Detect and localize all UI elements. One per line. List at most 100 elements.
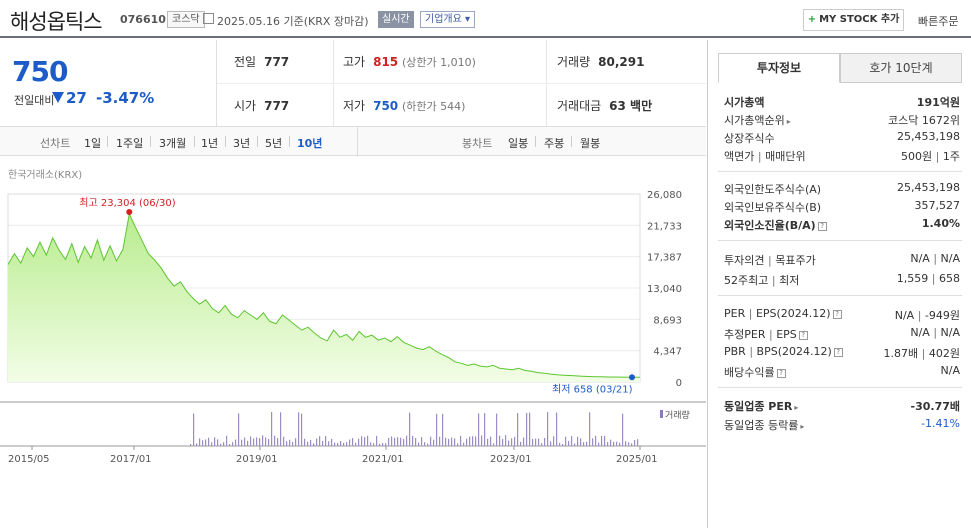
volume-bar (442, 413, 444, 446)
volume-bar (481, 435, 483, 446)
volume-bar (502, 439, 504, 446)
volume-bar (331, 438, 333, 446)
volume-bar (292, 441, 294, 446)
volume-bar (436, 413, 438, 446)
volume-bar (232, 442, 234, 446)
period-5y[interactable]: 5년 (265, 137, 283, 150)
volume-bar (478, 413, 480, 446)
x-tick-label: 2025/01 (616, 454, 658, 465)
help-icon: ? (776, 368, 786, 378)
y-tick-label: 17,387 (647, 253, 682, 264)
candle-day[interactable]: 일봉 (508, 137, 529, 150)
volume-bar (340, 440, 342, 446)
volume-bar (460, 435, 462, 446)
volume-bar (235, 439, 237, 446)
market-badge: 코스닥 (167, 11, 205, 28)
volume-bar (277, 438, 279, 446)
volume-bar (367, 435, 369, 446)
volume-bar (208, 437, 210, 446)
volume: 거래량 80,291 (557, 55, 645, 69)
tab-invest-info[interactable]: 투자정보 (718, 53, 840, 83)
volume-bar (523, 437, 525, 446)
volume-bar (289, 439, 291, 446)
volume-bar (346, 442, 348, 446)
volume-bar (598, 442, 600, 446)
volume-bar (391, 436, 393, 446)
volume-bar (484, 413, 486, 446)
candle-month[interactable]: 월봉 (580, 137, 601, 150)
period-10y[interactable]: 10년 (297, 137, 323, 150)
shares-row: 상장주식수 25,453,198 (724, 130, 960, 145)
volume-bar (499, 435, 501, 446)
volume-bar (541, 443, 543, 446)
volume-bar (202, 440, 204, 446)
volume-bar (226, 435, 228, 446)
volume-bar (211, 442, 213, 446)
volume-bar (376, 435, 378, 446)
volume-bar (418, 442, 420, 446)
volume-bar (487, 438, 489, 446)
candle-week[interactable]: 주봉 (544, 137, 565, 150)
volume-bar (619, 442, 621, 446)
volume-bar (214, 437, 216, 446)
period-1y[interactable]: 1년 (201, 137, 219, 150)
corp-overview-button[interactable]: 기업개요 ▾ (420, 11, 476, 28)
volume-bar (547, 412, 549, 446)
period-1d[interactable]: 1일 (84, 137, 102, 150)
volume-bar (223, 442, 225, 446)
volume-bar (268, 438, 270, 446)
volume-bar (295, 438, 297, 446)
volume-bar (634, 440, 636, 446)
fast-order-link[interactable]: 빠른주문 (918, 15, 959, 28)
volume-bar (421, 437, 423, 446)
volume-bar (445, 437, 447, 446)
volume-bar (313, 443, 315, 446)
volume-bar (454, 438, 456, 446)
volume-bar (544, 438, 546, 446)
volume-bar (415, 438, 417, 446)
volume-bar (508, 440, 510, 446)
volume-bar (298, 412, 300, 446)
stock-code: 076610 (120, 13, 166, 26)
tab-hoga-10[interactable]: 호가 10단계 (840, 53, 962, 83)
volume-bar (307, 441, 309, 446)
y-tick-label: 4,347 (653, 347, 682, 358)
volume-bar (259, 438, 261, 446)
volume-bar (301, 413, 303, 446)
x-tick-label: 2019/01 (236, 454, 278, 465)
my-stock-add-button[interactable]: + MY STOCK 추가 (803, 9, 904, 31)
volume-bar (319, 436, 321, 446)
price-area (8, 214, 640, 382)
y-tick-label: 8,693 (653, 315, 682, 326)
x-tick-label: 2021/01 (362, 454, 404, 465)
volume-bar (337, 442, 339, 446)
volume-bar (364, 437, 366, 446)
foreign-limit-row: 외국인한도주식수(A) 25,453,198 (724, 181, 960, 196)
price-box: 750 전일대비 27 -3.47% (0, 40, 217, 126)
volume-bar (466, 438, 468, 446)
volume-bar (568, 440, 570, 446)
volume-bar (352, 438, 354, 446)
period-3y[interactable]: 3년 (233, 137, 251, 150)
opinion-row: 투자의견 | 목표주가 N/A | N/A (724, 252, 960, 267)
volume-legend-swatch (660, 410, 663, 418)
volume-bar (448, 438, 450, 446)
period-3m[interactable]: 3개월 (159, 137, 187, 150)
volume-bar (328, 441, 330, 446)
volume-bar (400, 437, 402, 446)
volume-bar (322, 440, 324, 446)
trade-amount: 거래대금 63 백만 (557, 99, 653, 113)
price-chart: 26,080 21,733 17,387 13,040 8,693 4,347 0 2015… (0, 190, 706, 465)
side-panel: 투자정보 호가 10단계 시가총액 191억원 시가총액순위 ▸ 코스닥 1672위 … (707, 40, 971, 528)
period-1w[interactable]: 1주일 (116, 137, 144, 150)
volume-bar (610, 439, 612, 446)
live-badge[interactable]: 실시간 (378, 11, 414, 28)
volume-bar (190, 444, 192, 446)
volume-bar (379, 443, 381, 446)
volume-bar (637, 439, 639, 446)
volume-bar (517, 413, 519, 446)
date-text: 2025.05.16 기준(KRX 장마감) (217, 15, 369, 28)
volume-bar (325, 436, 327, 446)
volume-bar (625, 441, 627, 446)
volume-bar (565, 436, 567, 446)
